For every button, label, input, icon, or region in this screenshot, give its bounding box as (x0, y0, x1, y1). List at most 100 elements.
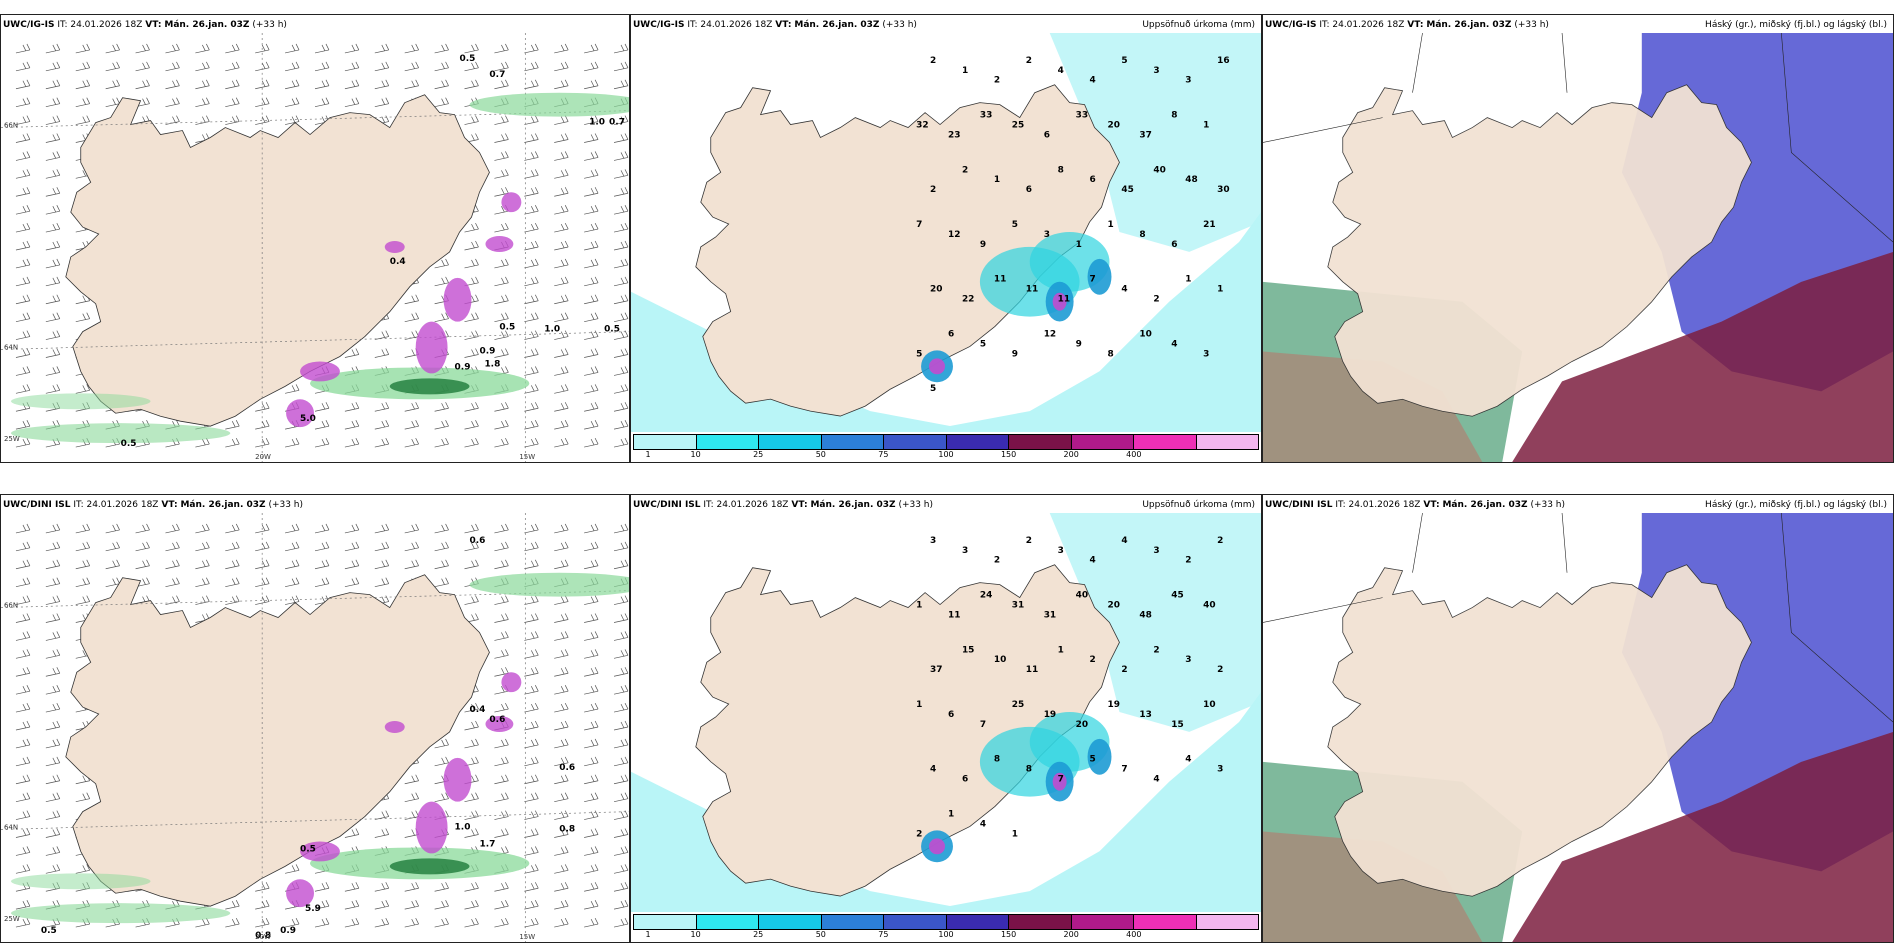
precip-value-label: 1 (994, 175, 1000, 185)
precip-value-label: 31 (1044, 610, 1056, 620)
wind-barb (464, 43, 479, 54)
wind-barb (613, 595, 629, 605)
wind-barb (464, 79, 479, 90)
precip-value-label: 4 (930, 765, 936, 775)
lon-label: 15W (519, 933, 535, 941)
wind-barb (344, 97, 360, 107)
wind-value-label: 1.0 (589, 118, 605, 128)
wind-value-label: 1.0 (455, 823, 471, 833)
wind-barb (494, 330, 509, 340)
wind-value-label: 1.0 (544, 325, 560, 335)
wind-barb (15, 420, 31, 430)
wind-barb (15, 384, 31, 394)
cloud-panel-dini: UWC/DINI ISL IT: 24.01.2026 18Z VT: Mán.… (1262, 494, 1894, 943)
wind-barb (374, 882, 390, 892)
wind-barb (15, 864, 31, 874)
wind-barb (255, 523, 270, 534)
wind-barb (494, 437, 509, 448)
wind-barb (524, 115, 539, 125)
wind-barb (434, 312, 449, 322)
wind-barb (45, 649, 61, 659)
wind-barb (554, 61, 569, 72)
wind-barb (45, 667, 61, 677)
wind-barb (554, 402, 569, 412)
wind-barb (464, 828, 479, 838)
precip-value-label: 30 (1217, 185, 1229, 195)
wind-barb (494, 187, 509, 197)
wind-barb (344, 559, 360, 570)
wind-barb (464, 541, 479, 552)
precip-value-label: 19 (1107, 700, 1119, 710)
precip-value-label: 12 (1044, 329, 1056, 339)
precip-value-label: 1 (948, 809, 954, 819)
wind-barb (165, 595, 180, 605)
panel-header: UWC/IG-IS IT: 24.01.2026 18Z VT: Mán. 26… (633, 17, 1259, 33)
colorbar-tick-label: 1 (645, 450, 651, 459)
wind-barb (105, 523, 120, 534)
wind-barb (613, 900, 629, 910)
heavy-precip-cell (485, 236, 514, 252)
wind-barb (524, 240, 539, 251)
precip-core (1052, 292, 1067, 311)
heavy-precip-cell (501, 672, 522, 693)
precip-value-label: 10 (1203, 700, 1215, 710)
wind-barb (613, 523, 629, 534)
precip-value-label: 3 (1153, 66, 1159, 76)
precip-map: 2 1 2 2 4 4 5 3 3 16 32 23 33 25 6 33 20 37 8 1 2 2 1 6 8 6 45 40 48… (631, 33, 1261, 432)
wind-barb (464, 595, 479, 605)
wind-barb (404, 61, 419, 72)
wind-barb (374, 437, 390, 448)
wind-barb (15, 133, 31, 143)
precip-value-label: 16 (1217, 56, 1229, 66)
heavy-precip-cell (443, 757, 472, 802)
wind-barb (75, 792, 91, 802)
wind-barb (494, 559, 509, 570)
precip-band (10, 903, 231, 924)
wind-barb (374, 541, 390, 552)
wind-barb (314, 437, 330, 448)
precip-value-label: 10 (1139, 329, 1151, 339)
wind-barb (45, 774, 61, 785)
wind-value-label: 0.5 (499, 323, 515, 333)
wind-barb (225, 43, 240, 54)
wind-barb (75, 79, 91, 90)
wind-barb (524, 312, 539, 322)
precip-value-label: 25 (1012, 121, 1024, 131)
wind-barb (404, 312, 419, 322)
wind-barb (494, 43, 509, 54)
wind-barb (613, 222, 629, 233)
wind-barb (554, 366, 569, 376)
wind-barb (613, 348, 629, 358)
wind-barb (584, 864, 599, 874)
wind-barb (494, 312, 509, 322)
wind-barb (374, 917, 390, 928)
wind-barb (45, 810, 61, 820)
panel-title: Háský (gr.), miðský (fj.bl.) og lágský (… (1705, 20, 1887, 30)
wind-barb (584, 115, 599, 125)
precip-band (389, 858, 470, 875)
wind-barb (45, 738, 61, 749)
wind-barb (554, 613, 569, 623)
colorbar-swatch (946, 435, 1009, 449)
colorbar-swatch (696, 915, 759, 929)
precip-value-label: 4 (1058, 66, 1064, 76)
colorbar-tick-label: 25 (753, 450, 764, 459)
precip-value-label: 11 (948, 610, 960, 620)
wind-barb (464, 348, 479, 358)
wind-barb (285, 541, 300, 552)
colorbar-swatch (884, 435, 947, 449)
wind-barb (464, 258, 479, 269)
wind-barb (524, 258, 539, 269)
wind-barb (105, 97, 120, 107)
wind-barb (15, 828, 31, 838)
wind-barb (15, 79, 31, 90)
wind-barb (613, 541, 629, 552)
wind-barb (75, 115, 91, 125)
wind-barb (584, 366, 599, 376)
precip-value-label: 13 (1139, 710, 1151, 720)
wind-barb (45, 151, 61, 161)
wind-barb (524, 541, 539, 552)
colorbar-tick-label: 200 (1063, 450, 1079, 459)
wind-barb (15, 792, 31, 802)
colorbar-swatch (1009, 915, 1072, 929)
